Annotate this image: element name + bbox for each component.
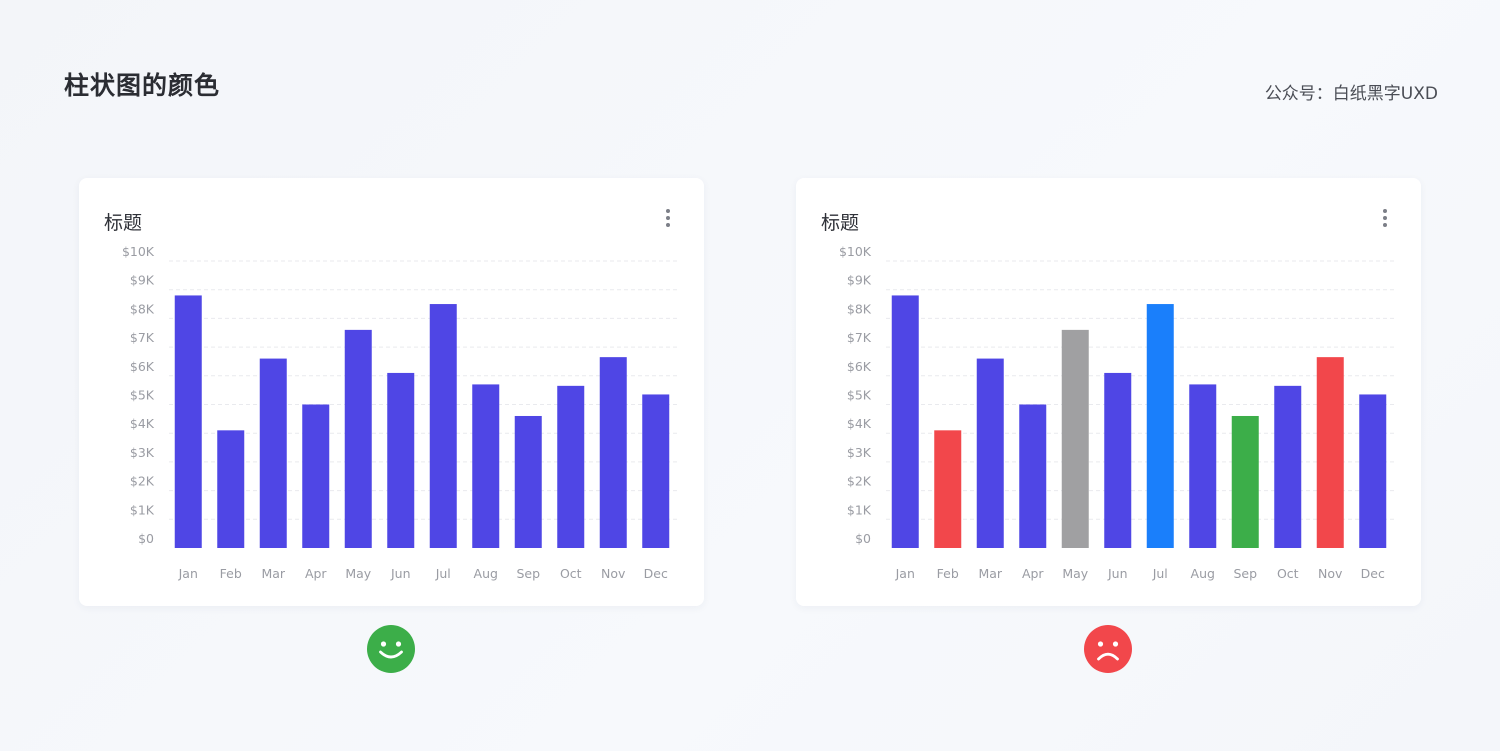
y-tick-label: $0 (855, 531, 871, 546)
more-vertical-icon[interactable] (1379, 208, 1391, 230)
x-tick-label: Jul (435, 566, 451, 581)
page-source-credit: 公众号：白纸黑字UXD (1264, 84, 1438, 104)
y-tick-label: $8K (130, 301, 155, 316)
card-title: 标题 (821, 212, 860, 234)
bar (1061, 329, 1089, 548)
bar (429, 304, 457, 548)
y-tick-label: $1K (130, 502, 155, 517)
x-tick-label: Aug (474, 566, 498, 581)
x-tick-label: May (345, 566, 371, 581)
bar (642, 394, 670, 548)
y-tick-label: $1K (847, 502, 872, 517)
y-tick-label: $8K (847, 301, 872, 316)
bar (1316, 357, 1344, 548)
bar (302, 404, 330, 548)
x-tick-label: Jun (390, 566, 411, 581)
x-tick-label: Nov (601, 566, 626, 581)
x-tick-label: Jan (895, 566, 915, 581)
bar (891, 295, 919, 548)
y-tick-label: $0 (138, 531, 154, 546)
bar (599, 357, 627, 548)
y-tick-label: $6K (847, 359, 872, 374)
x-tick-label: Feb (220, 566, 242, 581)
bar (217, 430, 245, 548)
x-tick-label: Oct (560, 566, 582, 581)
bar (1104, 372, 1132, 548)
y-tick-label: $9K (130, 273, 155, 288)
x-tick-label: Mar (978, 566, 1002, 581)
bar (1359, 394, 1387, 548)
bar (976, 358, 1004, 548)
bar (1189, 384, 1217, 548)
page-title: 柱状图的颜色 (64, 71, 221, 100)
x-tick-label: Feb (937, 566, 959, 581)
bar (514, 415, 542, 548)
bar (1146, 304, 1174, 548)
y-tick-label: $9K (847, 273, 872, 288)
y-tick-label: $2K (847, 474, 872, 489)
y-tick-label: $4K (847, 416, 872, 431)
y-tick-label: $10K (839, 244, 872, 259)
smiley-happy-icon (367, 625, 415, 673)
bar (934, 430, 962, 548)
y-tick-label: $3K (847, 445, 872, 460)
bar-chart: $0 $1K $2K $3K $4K $5K $6K $7K $8K $9K $10K Jan Feb M… (122, 244, 679, 581)
x-tick-label: Apr (305, 566, 327, 581)
y-tick-label: $10K (122, 244, 155, 259)
more-vertical-icon[interactable] (662, 208, 674, 230)
bar-chart: $0 $1K $2K $3K $4K $5K $6K $7K $8K $9K $10K Jan Feb M… (839, 244, 1396, 581)
x-tick-label: Sep (1233, 566, 1257, 581)
y-tick-label: $2K (130, 474, 155, 489)
bar (1019, 404, 1047, 548)
x-tick-label: Apr (1022, 566, 1044, 581)
y-tick-label: $5K (847, 388, 872, 403)
y-tick-label: $3K (130, 445, 155, 460)
x-tick-label: Nov (1318, 566, 1343, 581)
y-tick-label: $5K (130, 388, 155, 403)
bar (387, 372, 415, 548)
bar (344, 329, 372, 548)
x-tick-label: Dec (1361, 566, 1385, 581)
chart-card-bad: 标题 $0 $1K $2K $3K $4K $5K $6K $7K $8K $9K $10K Jan F… (796, 178, 1421, 606)
bar (259, 358, 287, 548)
y-tick-label: $7K (847, 330, 872, 345)
x-tick-label: Dec (644, 566, 668, 581)
chart-card-good: 标题 $0 $1K $2K $3K $4K $5K $6K $7K $8K $9K $10K Jan F… (79, 178, 704, 606)
x-tick-label: Jun (1107, 566, 1128, 581)
bar (1231, 415, 1259, 548)
x-tick-label: Mar (261, 566, 285, 581)
y-tick-label: $7K (130, 330, 155, 345)
bar (557, 385, 585, 548)
x-tick-label: May (1062, 566, 1088, 581)
x-tick-label: Jul (1152, 566, 1168, 581)
bar (1274, 385, 1302, 548)
bar (174, 295, 202, 548)
card-title: 标题 (104, 212, 143, 234)
x-tick-label: Sep (516, 566, 540, 581)
x-tick-label: Aug (1191, 566, 1215, 581)
smiley-sad-icon (1084, 625, 1132, 673)
x-tick-label: Jan (178, 566, 198, 581)
y-tick-label: $4K (130, 416, 155, 431)
x-tick-label: Oct (1277, 566, 1299, 581)
y-tick-label: $6K (130, 359, 155, 374)
bar (472, 384, 500, 548)
